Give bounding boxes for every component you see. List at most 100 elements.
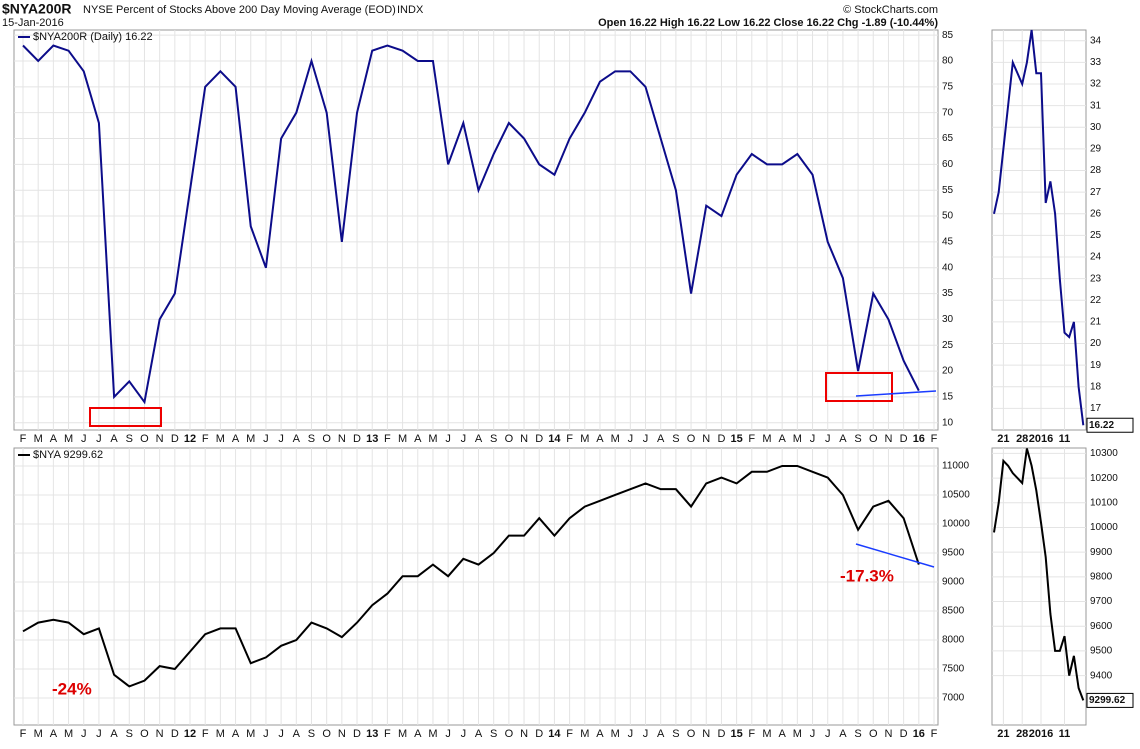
y-tick-label: 32	[1090, 79, 1102, 90]
y-tick-label: 23	[1090, 273, 1102, 284]
y-tick-label: 21	[1090, 317, 1102, 328]
y-tick-label: 7500	[942, 664, 965, 675]
x-tick-label: A	[596, 433, 604, 445]
x-tick-label: D	[900, 728, 908, 740]
x-tick-label: A	[414, 433, 422, 445]
y-tick-label: 9900	[1090, 547, 1113, 558]
x-tick-label: F	[748, 433, 755, 445]
x-tick-label: A	[110, 728, 118, 740]
x-tick-label: J	[643, 728, 649, 740]
x-tick-label: S	[854, 728, 861, 740]
x-tick-label: A	[778, 433, 786, 445]
x-tick-label: F	[20, 433, 27, 445]
annotation: -24%	[52, 679, 92, 698]
value-label: 16.22	[1089, 420, 1114, 431]
y-tick-label: 11000	[942, 461, 970, 472]
y-tick-label: 55	[942, 185, 954, 196]
y-tick-label: 10500	[942, 490, 970, 501]
x-tick-label: A	[657, 433, 665, 445]
value-label-box	[1086, 692, 1134, 708]
y-tick-label: 75	[942, 81, 954, 92]
y-tick-label: 9000	[942, 577, 965, 588]
x-tick-label: S	[490, 433, 497, 445]
legend-text: $NYA200R (Daily) 16.22	[33, 31, 153, 43]
x-tick-label: 28	[1016, 728, 1028, 740]
x-tick-label: O	[505, 433, 514, 445]
y-tick-label: 10	[942, 417, 954, 428]
x-tick-label: F	[20, 728, 27, 740]
x-tick-label: J	[825, 728, 831, 740]
x-tick-label: M	[34, 433, 43, 445]
x-tick-label: O	[687, 433, 696, 445]
x-tick-label: S	[854, 433, 861, 445]
x-tick-label: D	[353, 433, 361, 445]
x-tick-label: J	[278, 728, 284, 740]
legend-text: $NYA 9299.62	[33, 449, 103, 461]
x-tick-label: D	[353, 728, 361, 740]
y-tick-label: 85	[942, 30, 954, 41]
x-tick-label: F	[931, 433, 938, 445]
y-tick-label: 30	[942, 314, 954, 325]
y-tick-label: 9600	[1090, 621, 1113, 632]
x-tick-label: N	[520, 728, 528, 740]
x-tick-label: N	[338, 433, 346, 445]
x-tick-label: 13	[366, 728, 378, 740]
x-tick-label: J	[810, 433, 816, 445]
source: © StockCharts.com	[843, 4, 938, 16]
x-tick-label: S	[126, 728, 133, 740]
y-tick-label: 10000	[1090, 522, 1118, 533]
x-tick-label: J	[445, 728, 451, 740]
x-tick-label: A	[414, 728, 422, 740]
y-tick-label: 9400	[1090, 670, 1113, 681]
y-tick-label: 27	[1090, 187, 1102, 198]
x-tick-label: M	[428, 433, 437, 445]
y-tick-label: 24	[1090, 252, 1102, 263]
x-tick-label: J	[445, 433, 451, 445]
x-tick-label: F	[748, 728, 755, 740]
x-tick-label: M	[216, 433, 225, 445]
x-tick-label: F	[931, 728, 938, 740]
x-tick-label: N	[338, 728, 346, 740]
x-tick-label: A	[50, 433, 58, 445]
exchange: INDX	[397, 4, 424, 16]
x-tick-label: J	[81, 728, 87, 740]
x-tick-label: F	[384, 433, 391, 445]
annotation: -17.3%	[840, 566, 894, 585]
value-label-box	[1086, 417, 1134, 433]
x-tick-label: O	[140, 728, 149, 740]
y-tick-label: 40	[942, 262, 954, 273]
y-tick-label: 31	[1090, 100, 1102, 111]
y-tick-label: 9500	[1090, 646, 1113, 657]
x-tick-label: N	[884, 433, 892, 445]
x-tick-label: 12	[184, 433, 196, 445]
x-tick-label: D	[535, 433, 543, 445]
y-tick-label: 17	[1090, 403, 1102, 414]
price-line	[993, 29, 1085, 426]
y-tick-label: 9500	[942, 548, 965, 559]
x-tick-label: F	[202, 728, 209, 740]
y-tick-label: 25	[942, 340, 954, 351]
x-tick-label: M	[580, 433, 589, 445]
highlight-box	[89, 407, 162, 427]
x-tick-label: O	[322, 728, 331, 740]
x-tick-label: M	[246, 433, 255, 445]
x-tick-label: J	[96, 433, 102, 445]
y-tick-label: 8500	[942, 606, 965, 617]
x-tick-label: M	[216, 728, 225, 740]
x-tick-label: M	[762, 433, 771, 445]
y-tick-label: 25	[1090, 230, 1102, 241]
y-tick-label: 19	[1090, 360, 1102, 371]
description: NYSE Percent of Stocks Above 200 Day Mov…	[83, 4, 396, 16]
y-tick-label: 70	[942, 107, 954, 118]
x-tick-label: 16	[913, 433, 925, 445]
x-tick-label: N	[702, 728, 710, 740]
date: 15-Jan-2016	[2, 17, 64, 29]
x-tick-label: M	[64, 433, 73, 445]
x-tick-label: J	[461, 433, 467, 445]
x-tick-label: A	[232, 728, 240, 740]
x-tick-label: 21	[997, 433, 1009, 445]
y-tick-label: 9700	[1090, 596, 1113, 607]
y-tick-label: 34	[1090, 35, 1102, 46]
x-tick-label: S	[490, 728, 497, 740]
